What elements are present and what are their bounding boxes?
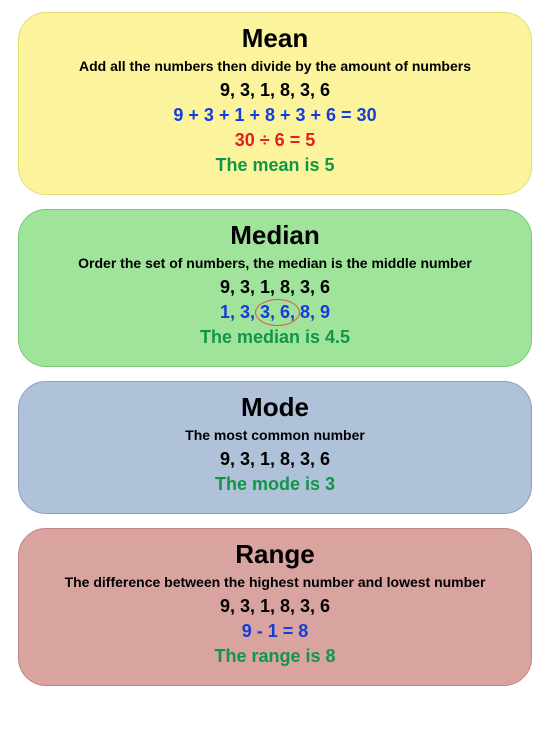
median-line-2-pre: 1, 3, [220, 302, 260, 322]
mean-title: Mean [33, 23, 517, 54]
mean-line-1: 9, 3, 1, 8, 3, 6 [33, 80, 517, 101]
mean-line-3: 30 ÷ 6 = 5 [33, 130, 517, 151]
mode-line-2: The mode is 3 [33, 474, 517, 495]
mean-line-2: 9 + 3 + 1 + 8 + 3 + 6 = 30 [33, 105, 517, 126]
median-line-3: The median is 4.5 [33, 327, 517, 348]
mode-line-1: 9, 3, 1, 8, 3, 6 [33, 449, 517, 470]
mean-desc: Add all the numbers then divide by the a… [33, 58, 517, 74]
range-line-3: The range is 8 [33, 646, 517, 667]
card-median: Median Order the set of numbers, the med… [18, 209, 532, 367]
range-line-2: 9 - 1 = 8 [33, 621, 517, 642]
median-desc: Order the set of numbers, the median is … [33, 255, 517, 271]
mode-title: Mode [33, 392, 517, 423]
mean-line-4: The mean is 5 [33, 155, 517, 176]
card-mean: Mean Add all the numbers then divide by … [18, 12, 532, 195]
mode-desc: The most common number [33, 427, 517, 443]
median-line-2-post: 8, 9 [295, 302, 330, 322]
card-mode: Mode The most common number 9, 3, 1, 8, … [18, 381, 532, 514]
median-line-1: 9, 3, 1, 8, 3, 6 [33, 277, 517, 298]
median-line-2: 1, 3, 3, 6, 8, 9 [33, 302, 517, 323]
median-circled: 3, 6, [260, 302, 295, 323]
median-title: Median [33, 220, 517, 251]
range-line-1: 9, 3, 1, 8, 3, 6 [33, 596, 517, 617]
range-desc: The difference between the highest numbe… [33, 574, 517, 590]
card-range: Range The difference between the highest… [18, 528, 532, 686]
range-title: Range [33, 539, 517, 570]
